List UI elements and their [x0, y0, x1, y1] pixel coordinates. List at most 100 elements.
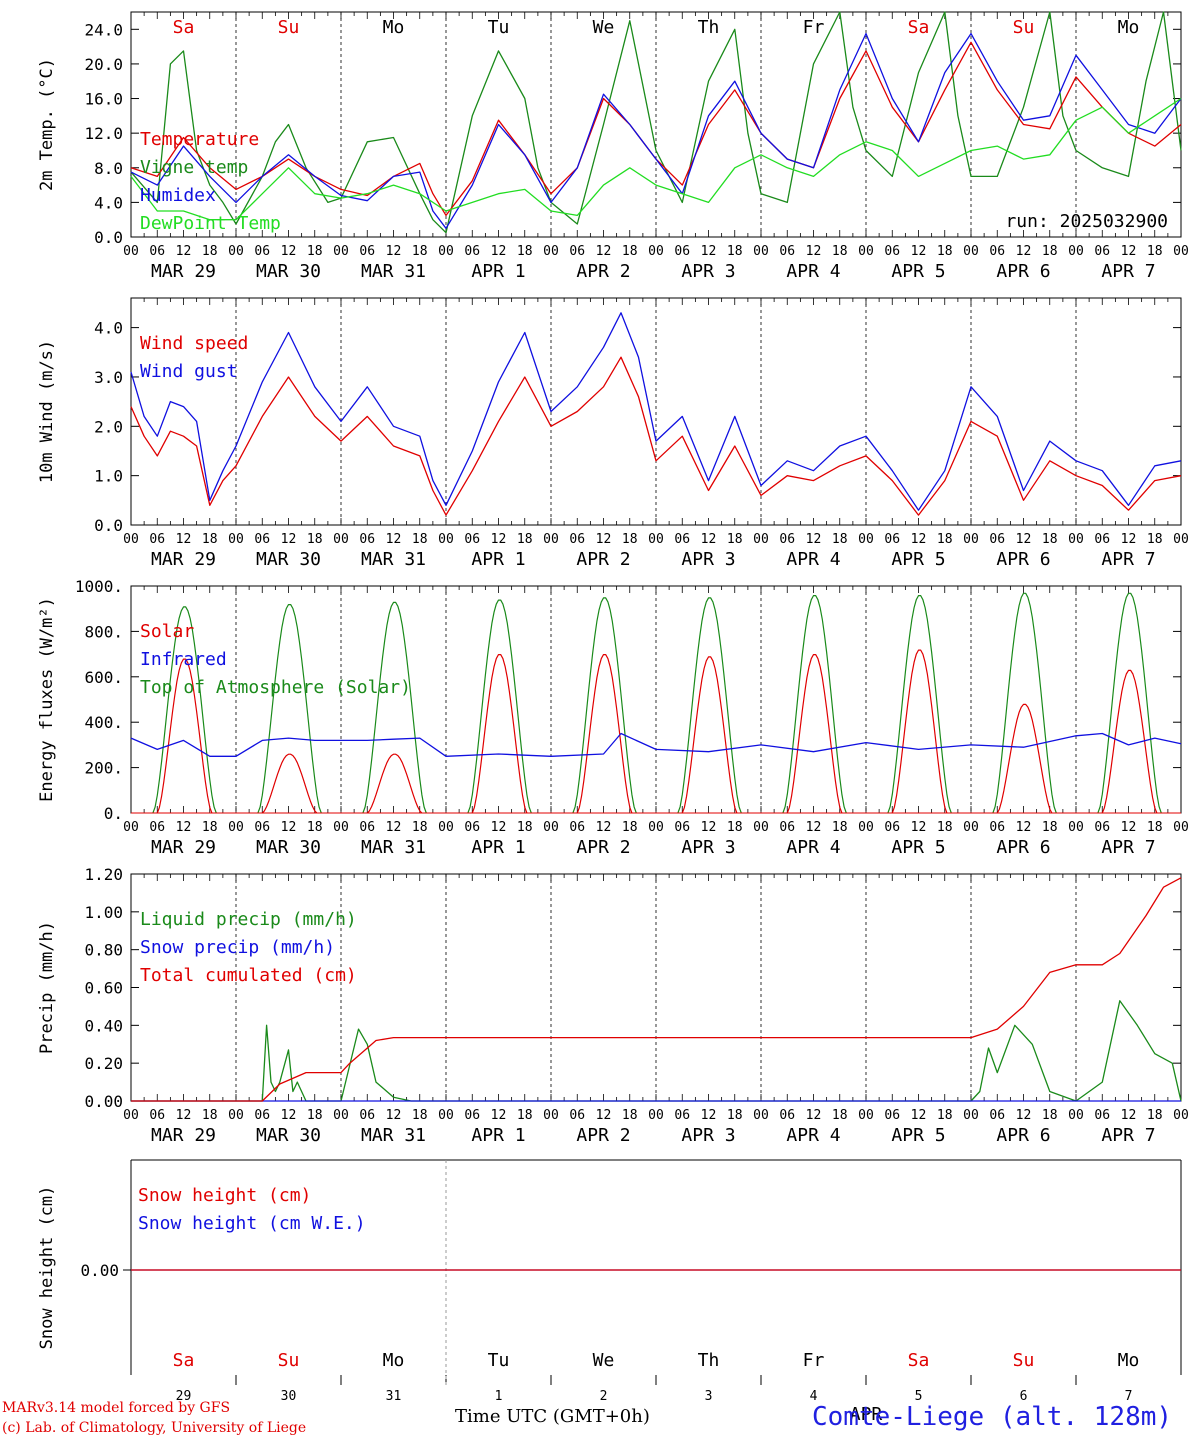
- hour-tick-label: 00: [543, 820, 559, 835]
- hour-tick-label: 12: [1121, 244, 1137, 259]
- hour-tick-label: 00: [438, 1108, 454, 1123]
- hour-tick-label: 06: [359, 820, 375, 835]
- legend-entry: Humidex: [140, 185, 216, 206]
- hour-tick-label: 06: [254, 244, 270, 259]
- day-label: MAR 29: [151, 549, 216, 570]
- footer-lab-credit: (c) Lab. of Climatology, University of L…: [2, 1420, 307, 1436]
- legend-entry: Snow height (cm W.E.): [138, 1213, 366, 1234]
- hour-tick-label: 00: [753, 820, 769, 835]
- day-label: MAR 31: [361, 1125, 426, 1146]
- hour-tick-label: 00: [438, 820, 454, 835]
- hour-tick-label: 12: [386, 244, 402, 259]
- hour-tick-label: 12: [701, 244, 717, 259]
- weekday-label: Su: [278, 1350, 300, 1371]
- toa-solar-curve: [362, 601, 427, 814]
- hour-tick-label: 00: [333, 532, 349, 547]
- hour-tick-label: 18: [1147, 532, 1163, 547]
- y-tick-label: 24.0: [84, 20, 123, 39]
- hour-tick-label: 06: [884, 532, 900, 547]
- hour-tick-label: 06: [569, 244, 585, 259]
- hour-tick-label: 00: [753, 532, 769, 547]
- hour-tick-label: 12: [386, 1108, 402, 1123]
- hour-tick-label: 18: [202, 532, 218, 547]
- hour-tick-label: 18: [1042, 1108, 1058, 1123]
- legend-entry: Snow precip (mm/h): [140, 937, 335, 958]
- y-tick-label: 0.60: [84, 979, 123, 998]
- day-label: MAR 30: [256, 261, 321, 282]
- day-label: APR 4: [786, 837, 840, 858]
- hour-tick-label: 06: [884, 820, 900, 835]
- day-label: APR 7: [1101, 1125, 1155, 1146]
- hour-tick-label: 00: [858, 820, 874, 835]
- hour-tick-label: 12: [281, 820, 297, 835]
- hour-tick-label: 12: [806, 244, 822, 259]
- toa-solar-curve: [257, 603, 322, 814]
- hour-tick-label: 18: [202, 244, 218, 259]
- hour-tick-label: 06: [989, 820, 1005, 835]
- legend-entry: DewPoint Temp: [140, 213, 281, 234]
- weekday-label: Mo: [383, 1350, 405, 1371]
- day-label: APR 6: [996, 837, 1050, 858]
- series-line: [131, 877, 1182, 1102]
- hour-tick-label: 18: [832, 244, 848, 259]
- weekday-label: Su: [278, 17, 300, 38]
- hour-tick-label: 18: [307, 1108, 323, 1123]
- hour-tick-label: 00: [543, 1108, 559, 1123]
- hour-tick-label: 18: [1147, 244, 1163, 259]
- day-label: APR 3: [681, 837, 735, 858]
- hour-tick-label: 12: [806, 532, 822, 547]
- y-axis-label-4: Precip (mm/h): [37, 921, 57, 1054]
- hour-tick-label: 06: [1094, 1108, 1110, 1123]
- station-name: Comte-Liege (alt. 128m): [812, 1402, 1173, 1432]
- hour-tick-label: 06: [254, 820, 270, 835]
- y-tick-label: 400.: [84, 713, 123, 732]
- hour-tick-label: 12: [596, 1108, 612, 1123]
- hour-tick-label: 12: [911, 532, 927, 547]
- hour-tick-label: 18: [202, 1108, 218, 1123]
- weekday-label: Mo: [1118, 1350, 1140, 1371]
- hour-tick-label: 06: [464, 244, 480, 259]
- infrared-line: [130, 732, 1182, 757]
- y-tick-label: 0.20: [84, 1054, 123, 1073]
- hour-tick-label: 00: [648, 1108, 664, 1123]
- hour-tick-label: 18: [412, 532, 428, 547]
- weekday-label: Su: [1013, 1350, 1035, 1371]
- weekday-label: Sa: [173, 17, 195, 38]
- day-label: APR 1: [471, 1125, 525, 1146]
- weekday-label: Sa: [908, 1350, 930, 1371]
- hour-tick-label: 00: [858, 244, 874, 259]
- weekday-label: Tu: [488, 1350, 510, 1371]
- hour-tick-label: 06: [149, 820, 165, 835]
- weekday-label: Th: [698, 1350, 720, 1371]
- hour-tick-label: 18: [622, 244, 638, 259]
- y-tick-label: 0.00: [84, 1092, 123, 1111]
- hour-tick-label: 18: [307, 244, 323, 259]
- hour-tick-label: 18: [517, 1108, 533, 1123]
- weekday-label: Th: [698, 17, 720, 38]
- day-label: APR 6: [996, 549, 1050, 570]
- hour-tick-label: 12: [281, 532, 297, 547]
- day-label: APR 7: [1101, 261, 1155, 282]
- solar-curve: [366, 753, 423, 814]
- hour-tick-label: 00: [753, 244, 769, 259]
- hour-tick-label: 00: [228, 1108, 244, 1123]
- hour-tick-label: 12: [701, 820, 717, 835]
- hour-tick-label: 06: [1094, 244, 1110, 259]
- weekday-label: Mo: [383, 17, 405, 38]
- day-number: 2: [600, 1389, 608, 1404]
- hour-tick-label: 12: [1121, 1108, 1137, 1123]
- solar-curve: [156, 658, 213, 814]
- hour-tick-label: 06: [674, 820, 690, 835]
- y-tick-label: 12.0: [84, 124, 123, 143]
- toa-solar-curve: [992, 592, 1057, 814]
- y-tick-label: 3.0: [94, 368, 123, 387]
- legend-entry: Temperature: [140, 129, 259, 150]
- solar-curve: [786, 653, 843, 814]
- y-tick-label: 4.0: [94, 319, 123, 338]
- day-label: MAR 29: [151, 837, 216, 858]
- day-number: 4: [810, 1389, 818, 1404]
- day-label: APR 3: [681, 261, 735, 282]
- hour-tick-label: 06: [674, 1108, 690, 1123]
- hour-tick-label: 12: [596, 820, 612, 835]
